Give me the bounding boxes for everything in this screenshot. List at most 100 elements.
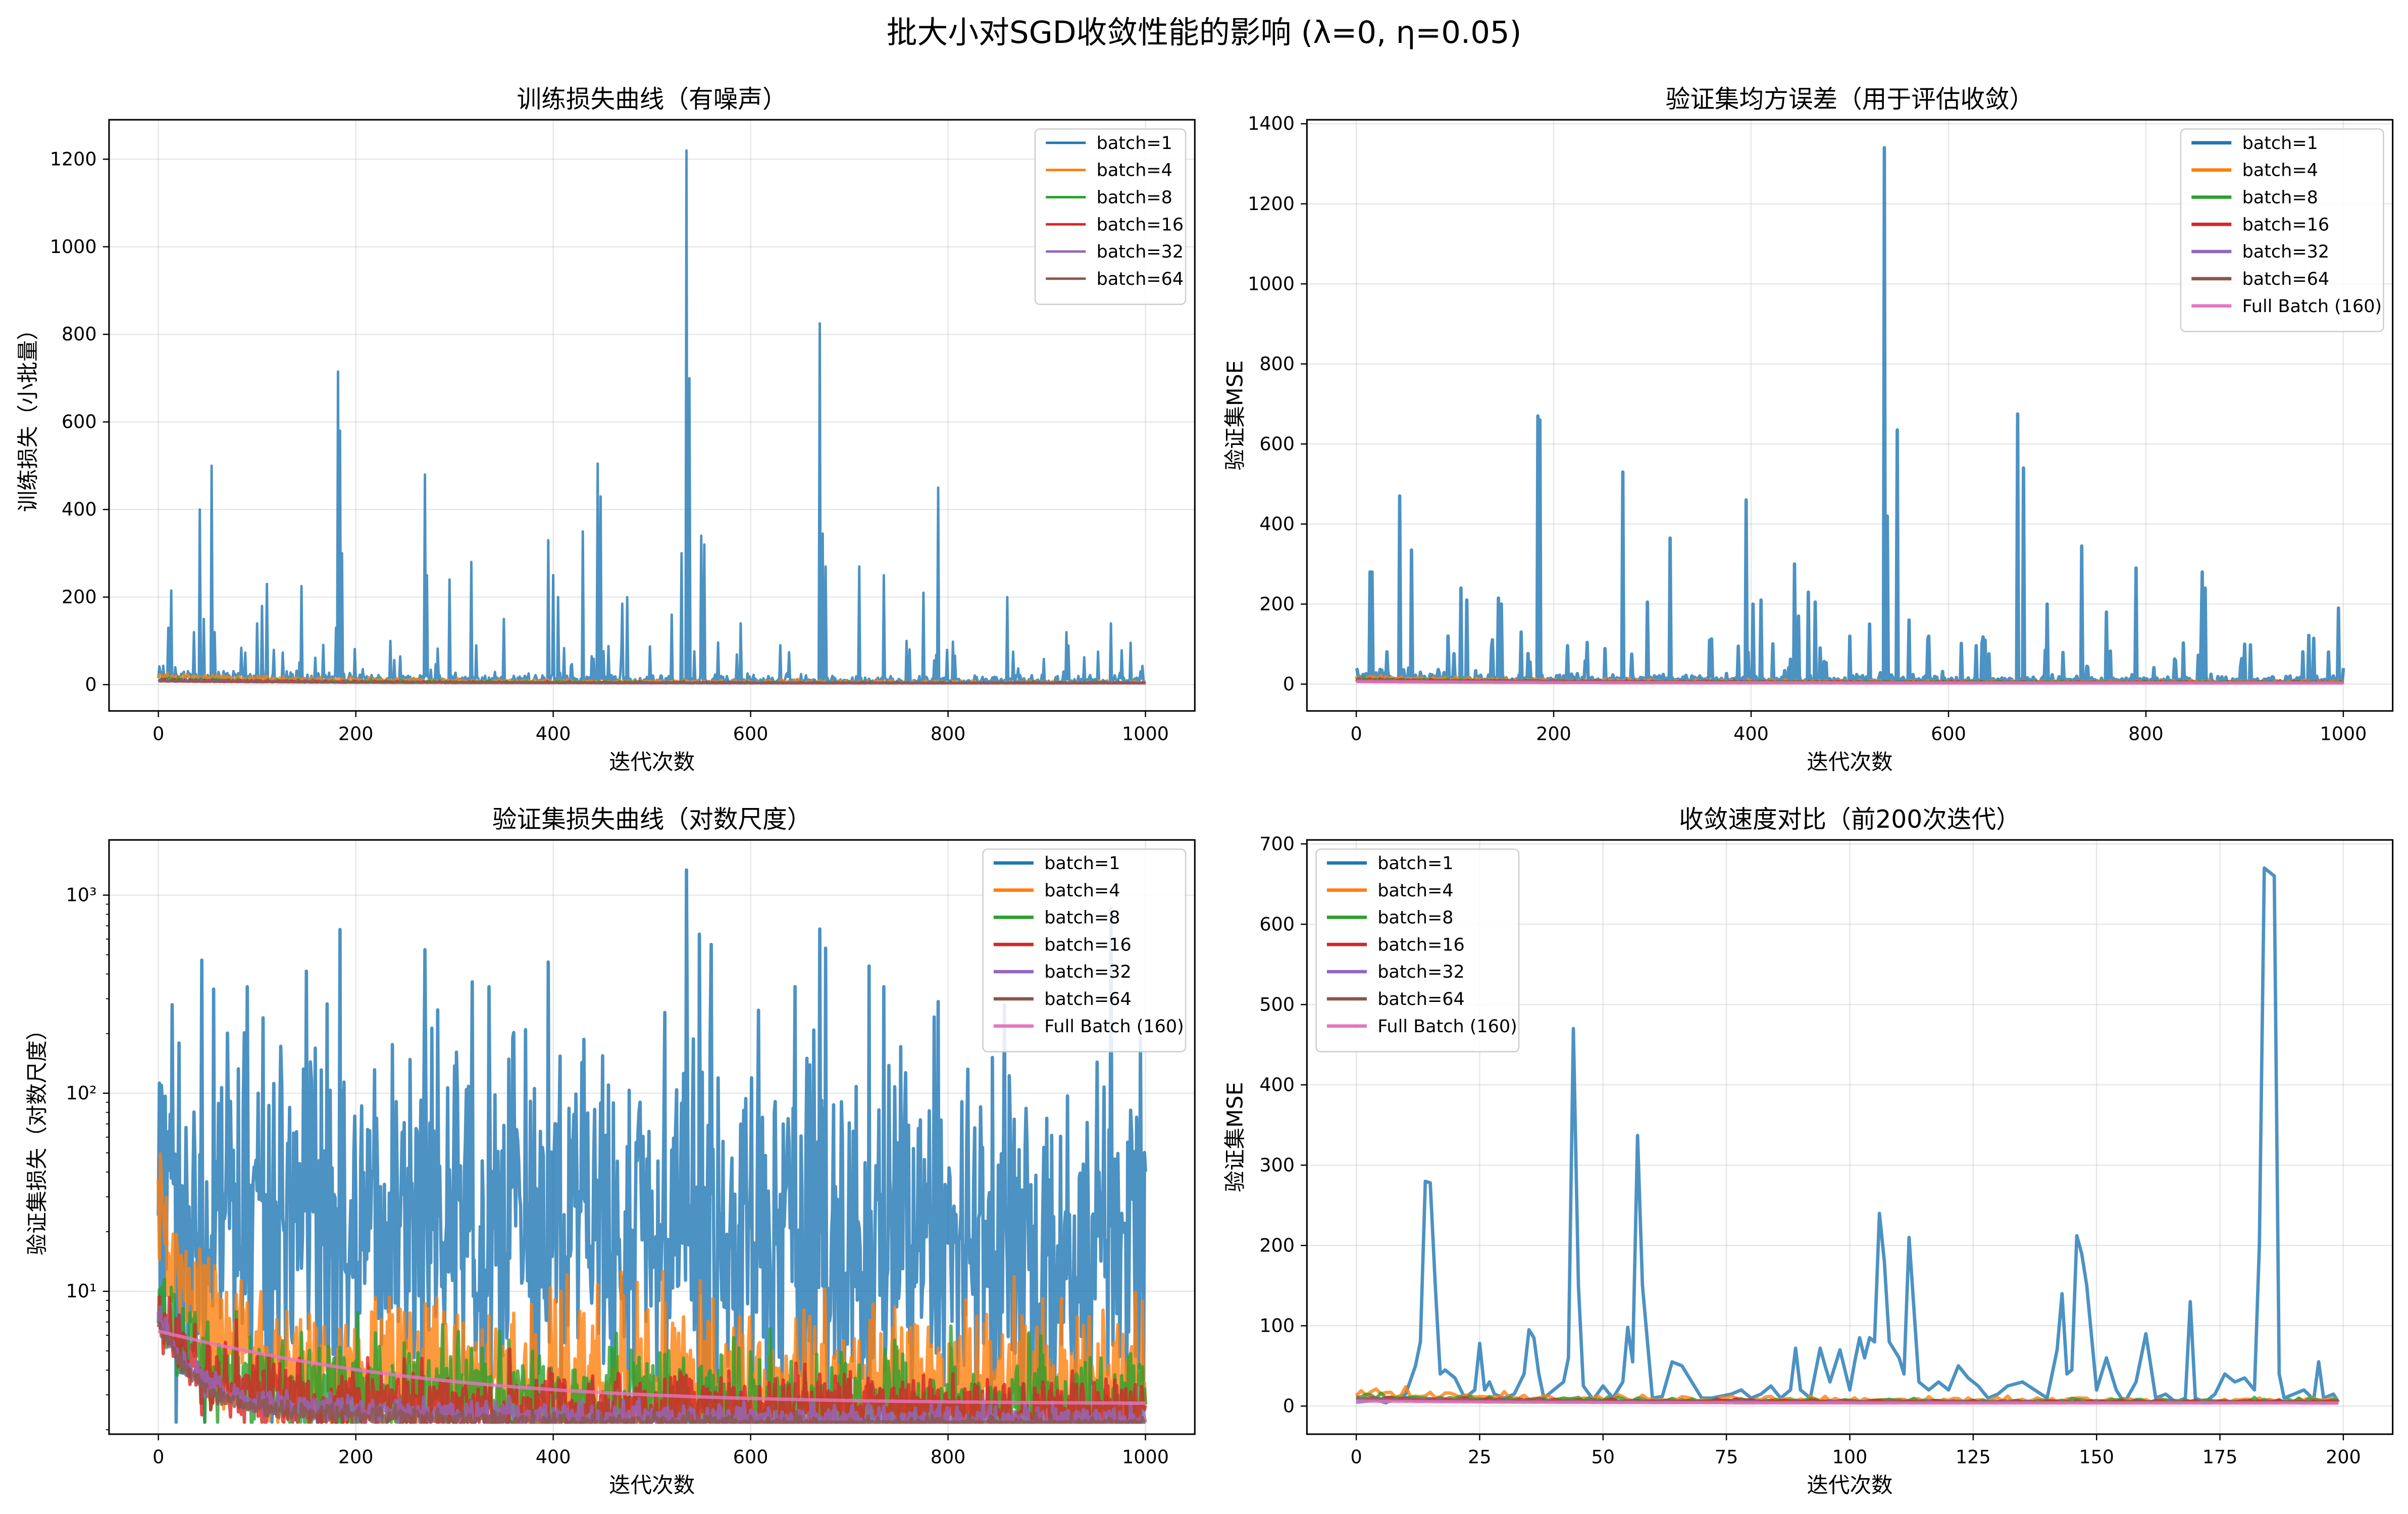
- axes-frame: [1306, 119, 2394, 712]
- x-tick-label: 800: [931, 1446, 966, 1468]
- legend-label: Full Batch (160): [2242, 296, 2382, 317]
- x-tick-label: 125: [1956, 1446, 1991, 1468]
- x-tick-label: 1000: [2320, 723, 2367, 745]
- chart-first200: 0 25 50 75 100 125 150 175 200 0 100 200 300 400 500 60…: [1223, 805, 2394, 1498]
- y-tick-label: 10²: [66, 1082, 97, 1104]
- legend-label: batch=8: [2242, 188, 2318, 208]
- x-axis-label: 迭代次数: [1807, 1473, 1892, 1498]
- panel-title: 收敛速度对比（前200次迭代）: [1679, 805, 2021, 834]
- series-group: [1354, 146, 2345, 685]
- y-axis-label: 训练损失（小批量）: [16, 319, 41, 512]
- y-tick-label: 400: [1259, 513, 1295, 535]
- series-line-Full Batch (160): [1356, 1399, 2339, 1405]
- x-tick-label: 600: [1931, 723, 1966, 745]
- x-tick-label: 150: [2079, 1446, 2114, 1468]
- legend-label: batch=32: [1044, 962, 1132, 982]
- x-tick-label: 0: [1350, 1446, 1362, 1468]
- y-tick-label: 200: [62, 586, 97, 608]
- y-axis-label: 验证集MSE: [1223, 1082, 1248, 1192]
- series-group: [157, 149, 1146, 685]
- legend-label: batch=8: [1377, 908, 1453, 928]
- legend-label: Full Batch (160): [1044, 1017, 1184, 1037]
- legend-label: batch=8: [1044, 908, 1120, 928]
- legend-label: batch=4: [1044, 881, 1120, 901]
- legend-label: batch=1: [1044, 853, 1120, 874]
- axes-frame: [108, 119, 1196, 712]
- x-tick-label: 75: [1715, 1446, 1738, 1468]
- y-tick-label: 0: [1283, 673, 1295, 695]
- y-tick-label: 1400: [1248, 113, 1295, 134]
- legend-label: batch=4: [1097, 161, 1172, 181]
- legend-label: Full Batch (160): [1377, 1017, 1517, 1037]
- y-tick-label: 600: [62, 411, 97, 433]
- y-tick-label: 1200: [50, 148, 97, 170]
- y-tick-label: 1000: [50, 236, 97, 258]
- series-line-Full Batch (160): [158, 1329, 1146, 1405]
- series-group: [1355, 866, 2340, 1405]
- y-tick-label: 10³: [66, 884, 97, 906]
- y-axis-label: 验证集MSE: [1223, 360, 1248, 470]
- x-tick-label: 200: [338, 1446, 374, 1468]
- x-tick-label: 200: [1536, 723, 1571, 745]
- x-tick-label: 400: [1733, 723, 1769, 745]
- series-line-batch=1: [157, 868, 1147, 1424]
- x-tick-label: 400: [536, 1446, 571, 1468]
- panel-title: 验证集均方误差（用于评估收敛）: [1666, 85, 2034, 114]
- x-tick-label: 0: [152, 723, 164, 745]
- legend: batch=1 batch=4 batch=8 batch=16 batch=32 bat…: [1034, 128, 1187, 305]
- x-tick-label: 1000: [1122, 1446, 1169, 1468]
- legend: batch=1 batch=4 batch=8 batch=16 batch=32 bat…: [2180, 128, 2384, 332]
- y-tick-label: 10¹: [66, 1280, 97, 1302]
- x-tick-label: 175: [2202, 1446, 2238, 1468]
- legend-label: batch=4: [2242, 161, 2318, 181]
- chart-train: 0 200 400 600 800 1000 0 200 400 600 800 1000 1200 训练…: [16, 85, 1196, 775]
- legend-label: batch=1: [2242, 133, 2318, 154]
- legend-label: batch=1: [1377, 853, 1453, 874]
- x-tick-label: 0: [1350, 723, 1362, 745]
- y-tick-label: 800: [1259, 353, 1295, 375]
- series-line-Full Batch (160): [1355, 680, 2344, 685]
- x-tick-label: 200: [2326, 1446, 2361, 1468]
- y-tick-label: 200: [1259, 1234, 1295, 1256]
- y-tick-label: 600: [1259, 913, 1295, 935]
- y-axis-label: 验证集损失（对数尺度）: [25, 1019, 50, 1255]
- grid: [109, 120, 1195, 711]
- x-tick-label: 0: [152, 1446, 164, 1468]
- series-line-batch=32: [157, 1305, 1147, 1424]
- legend-label: batch=16: [1044, 935, 1132, 955]
- x-axis-label: 迭代次数: [1807, 749, 1892, 775]
- legend-label: batch=32: [1377, 962, 1465, 982]
- y-tick-label: 1200: [1248, 193, 1295, 215]
- x-tick-label: 50: [1592, 1446, 1615, 1468]
- legend-label: batch=32: [2242, 242, 2330, 262]
- x-tick-label: 600: [733, 1446, 768, 1468]
- legend: batch=1 batch=4 batch=8 batch=16 batch=32 bat…: [1315, 848, 1520, 1052]
- legend-box: [1034, 128, 1187, 305]
- y-tick-label: 600: [1259, 433, 1295, 455]
- legend-label: batch=64: [1044, 989, 1132, 1010]
- x-tick-label: 200: [338, 723, 374, 745]
- y-tick-label: 800: [62, 323, 97, 345]
- x-axis-label: 迭代次数: [609, 1473, 695, 1498]
- y-tick-label: 500: [1259, 993, 1295, 1015]
- y-tick-label: 400: [1259, 1074, 1295, 1095]
- series-line-batch=1: [157, 149, 1146, 685]
- panel-title: 训练损失曲线（有噪声）: [517, 85, 787, 114]
- legend-box: [2180, 128, 2384, 332]
- x-tick-label: 800: [931, 723, 966, 745]
- series-group: [157, 868, 1147, 1424]
- series-line-batch=64: [158, 680, 1146, 685]
- y-tick-label: 400: [62, 498, 97, 520]
- legend-label: batch=64: [1097, 269, 1184, 289]
- x-tick-label: 100: [1832, 1446, 1868, 1468]
- y-tick-label: 300: [1259, 1154, 1295, 1176]
- y-tick-label: 0: [1283, 1395, 1295, 1417]
- x-tick-label: 25: [1468, 1446, 1491, 1468]
- x-tick-label: 1000: [1122, 723, 1169, 745]
- panel-title: 验证集损失曲线（对数尺度）: [492, 805, 811, 834]
- legend-label: batch=64: [2242, 269, 2330, 289]
- x-axis-label: 迭代次数: [609, 749, 695, 775]
- x-tick-label: 800: [2128, 723, 2164, 745]
- chart-valmse: 0 200 400 600 800 1000 0 200 400 600 800 1000 1200 14…: [1223, 85, 2394, 775]
